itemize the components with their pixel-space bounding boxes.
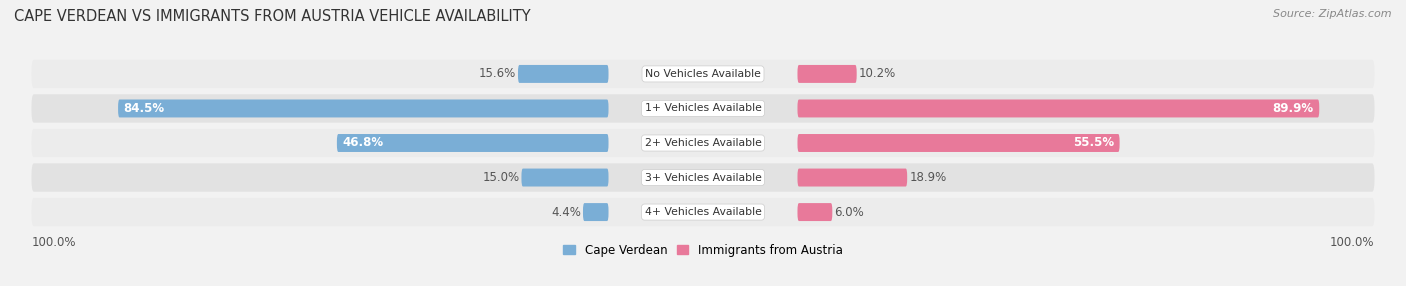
Text: 46.8%: 46.8%	[342, 136, 384, 150]
FancyBboxPatch shape	[337, 134, 609, 152]
Text: 100.0%: 100.0%	[31, 236, 76, 249]
Text: 89.9%: 89.9%	[1272, 102, 1313, 115]
FancyBboxPatch shape	[31, 198, 1375, 226]
FancyBboxPatch shape	[583, 203, 609, 221]
Text: 3+ Vehicles Available: 3+ Vehicles Available	[644, 172, 762, 182]
FancyBboxPatch shape	[517, 65, 609, 83]
FancyBboxPatch shape	[522, 168, 609, 186]
Text: 1+ Vehicles Available: 1+ Vehicles Available	[644, 104, 762, 114]
Text: 6.0%: 6.0%	[834, 206, 865, 219]
Text: 15.0%: 15.0%	[482, 171, 519, 184]
FancyBboxPatch shape	[31, 60, 1375, 88]
Text: 4+ Vehicles Available: 4+ Vehicles Available	[644, 207, 762, 217]
Text: 4.4%: 4.4%	[551, 206, 581, 219]
FancyBboxPatch shape	[797, 168, 907, 186]
FancyBboxPatch shape	[797, 100, 1319, 118]
Text: No Vehicles Available: No Vehicles Available	[645, 69, 761, 79]
Text: 15.6%: 15.6%	[478, 67, 516, 80]
Text: 2+ Vehicles Available: 2+ Vehicles Available	[644, 138, 762, 148]
Text: 55.5%: 55.5%	[1073, 136, 1114, 150]
Text: 100.0%: 100.0%	[1330, 236, 1375, 249]
Legend: Cape Verdean, Immigrants from Austria: Cape Verdean, Immigrants from Austria	[558, 239, 848, 262]
FancyBboxPatch shape	[31, 129, 1375, 157]
Text: CAPE VERDEAN VS IMMIGRANTS FROM AUSTRIA VEHICLE AVAILABILITY: CAPE VERDEAN VS IMMIGRANTS FROM AUSTRIA …	[14, 9, 530, 23]
FancyBboxPatch shape	[797, 203, 832, 221]
FancyBboxPatch shape	[797, 65, 856, 83]
Text: 18.9%: 18.9%	[910, 171, 946, 184]
Text: 10.2%: 10.2%	[859, 67, 896, 80]
FancyBboxPatch shape	[31, 94, 1375, 123]
Text: 84.5%: 84.5%	[124, 102, 165, 115]
FancyBboxPatch shape	[31, 163, 1375, 192]
FancyBboxPatch shape	[118, 100, 609, 118]
Text: Source: ZipAtlas.com: Source: ZipAtlas.com	[1274, 9, 1392, 19]
FancyBboxPatch shape	[797, 134, 1119, 152]
